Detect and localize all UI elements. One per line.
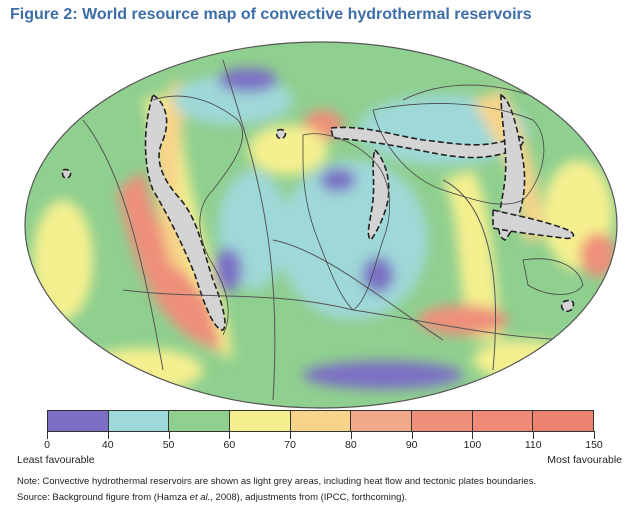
legend-low-label: Least favourable: [17, 454, 95, 466]
reservoir-areas: [61, 93, 575, 331]
legend-tick: [168, 431, 170, 439]
legend-color-bar: [47, 410, 594, 432]
source-italic: et al.: [189, 492, 211, 503]
legend-swatch: [169, 411, 231, 431]
reservoir-iceland: [275, 128, 287, 140]
legend-tick: [472, 431, 474, 439]
heat-field: [33, 68, 616, 392]
legend-tick: [533, 431, 535, 439]
reservoir-hawaii: [61, 168, 72, 179]
legend-tick: [411, 431, 413, 439]
globe-outline: [24, 41, 618, 409]
coastlines: [152, 95, 584, 336]
source-suffix: , 2008), adjustments from (IPCC, forthco…: [210, 492, 408, 503]
legend-tick-label: 110: [524, 439, 542, 451]
legend-tick: [594, 431, 595, 439]
legend-tick-label: 100: [463, 439, 482, 451]
reservoir-alpine: [330, 126, 525, 159]
legend-swatch: [472, 411, 534, 431]
legend-tick: [350, 431, 352, 439]
legend-swatch: [230, 411, 291, 431]
plate-boundaries: [82, 59, 584, 401]
legend-swatch: [48, 411, 109, 431]
legend-tick: [107, 431, 109, 439]
legend-tick-label: 60: [223, 439, 236, 451]
figure-title: Figure 2: World resource map of convecti…: [10, 6, 532, 23]
reservoir-indonesia: [492, 208, 575, 240]
legend-tick-label: 40: [101, 439, 114, 451]
figure-source: Source: Background figure from (Hamza et…: [17, 492, 407, 503]
legend-ticks: [47, 431, 595, 441]
world-map: [23, 40, 619, 410]
legend-tick: [229, 431, 231, 439]
legend-swatch: [533, 411, 594, 431]
legend-swatch: [290, 411, 352, 431]
legend-tick-label: 50: [162, 439, 175, 451]
legend-tick-label: 70: [284, 439, 296, 451]
legend-tick: [290, 431, 292, 439]
legend-swatch: [351, 411, 413, 431]
legend-swatch: [412, 411, 473, 431]
legend-tick-label: 150: [585, 439, 603, 451]
legend-high-label: Most favourable: [547, 454, 622, 466]
figure-note: Note: Convective hydrothermal reservoirs…: [17, 476, 537, 487]
legend-tick: [47, 431, 48, 439]
legend-swatch: [108, 411, 170, 431]
legend-tick-label: 90: [405, 439, 418, 451]
world-map-svg: [24, 41, 618, 409]
reservoir-newzealand: [560, 299, 575, 313]
legend-tick-label: 0: [44, 439, 50, 451]
legend-tick-label: 80: [345, 439, 357, 451]
reservoir-americas: [144, 93, 226, 331]
reservoir-east-africa: [367, 148, 390, 242]
source-prefix: Source: Background figure from (Hamza: [17, 492, 190, 503]
